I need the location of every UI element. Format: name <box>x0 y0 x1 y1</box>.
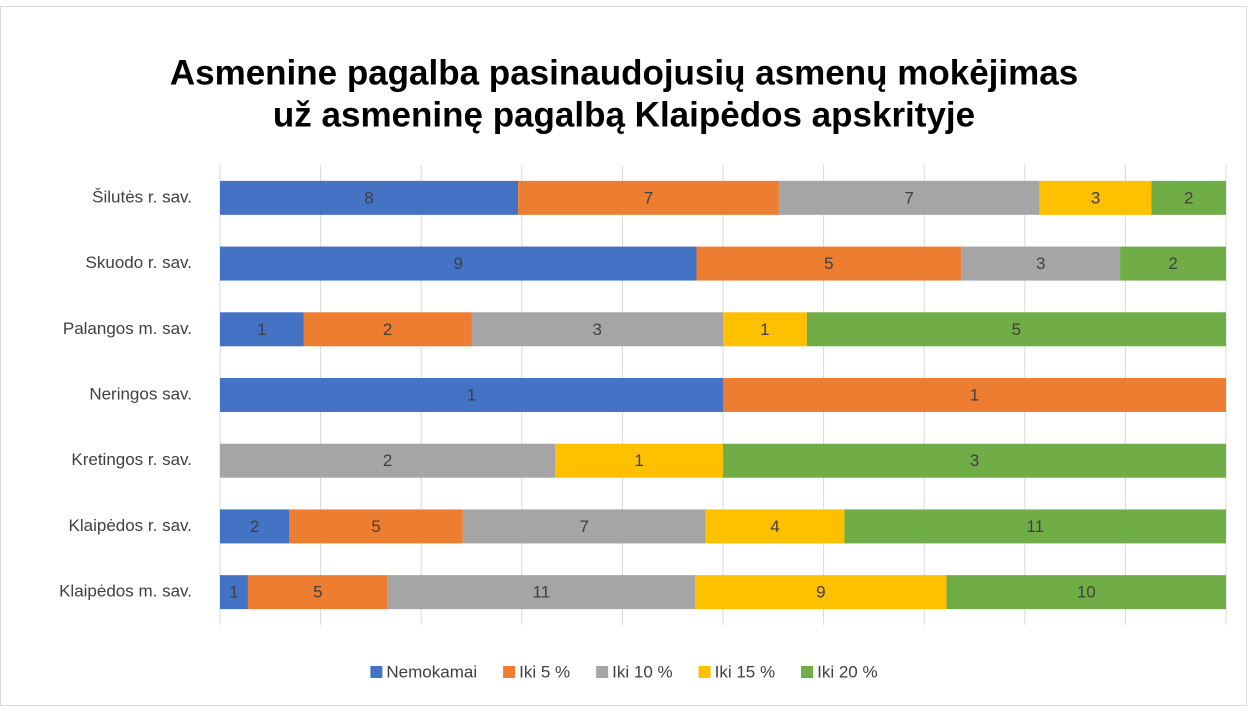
bar-segment <box>471 312 723 347</box>
bar-segment <box>220 443 556 478</box>
data-label: 5 <box>313 583 322 602</box>
data-label: 5 <box>371 517 380 536</box>
bar-segment <box>303 312 472 347</box>
data-label: 2 <box>250 517 259 536</box>
data-label: 3 <box>593 320 602 339</box>
bar-segment <box>723 378 1226 412</box>
bar-segment <box>844 509 1226 544</box>
bar-segment <box>806 312 1226 347</box>
legend-label: Iki 20 % <box>817 662 877 681</box>
data-label: 8 <box>364 188 373 207</box>
data-label: 11 <box>533 583 551 602</box>
data-label: 2 <box>1184 188 1193 207</box>
bar-segment <box>555 443 723 478</box>
bar-segment <box>1151 180 1226 215</box>
y-tick-label: Skuodo r. sav. <box>86 253 192 272</box>
data-label: 9 <box>816 583 825 602</box>
data-label: 1 <box>760 320 769 339</box>
chart-title: Asmenine pagalba pasinaudojusių asmenų m… <box>170 53 1078 92</box>
legend-swatch <box>698 666 711 678</box>
legend-label: Iki 15 % <box>715 662 775 681</box>
y-tick-label: Palangos m. sav. <box>63 319 192 338</box>
data-label: 9 <box>454 254 463 273</box>
bar-segment <box>220 509 290 544</box>
bar-segment <box>961 246 1121 281</box>
bar-segment <box>723 312 807 347</box>
legend-label: Iki 10 % <box>612 662 672 681</box>
bar-segment <box>946 575 1226 610</box>
bar-segment <box>1039 180 1152 215</box>
y-tick-label: Kretingos r. sav. <box>71 450 192 469</box>
data-label: 7 <box>644 188 653 207</box>
bar-segment <box>220 180 519 215</box>
bar-segment <box>220 378 723 412</box>
data-label: 3 <box>1036 254 1045 273</box>
legend-swatch <box>503 666 516 678</box>
data-label: 1 <box>257 320 266 339</box>
data-label: 7 <box>580 517 589 536</box>
y-tick-label: Šilutės r. sav. <box>92 187 192 206</box>
data-label: 5 <box>1012 320 1021 339</box>
bar-segment <box>247 575 388 610</box>
chart-title: už asmeninę pagalbą Klaipėdos apskrityje <box>273 95 975 134</box>
legend-swatch <box>596 666 609 678</box>
bar-segment <box>696 246 962 281</box>
bar-segment <box>518 180 779 215</box>
data-label: 3 <box>1091 188 1100 207</box>
y-tick-label: Klaipėdos r. sav. <box>69 516 192 535</box>
legend-swatch <box>801 666 814 678</box>
data-label: 1 <box>634 451 643 470</box>
data-label: 10 <box>1077 583 1096 602</box>
legend-label: Nemokamai <box>386 662 477 681</box>
data-label: 11 <box>1026 517 1044 536</box>
bar-segment <box>387 575 696 610</box>
y-tick-label: Neringos sav. <box>89 384 192 403</box>
data-label: 1 <box>970 385 979 404</box>
data-label: 1 <box>467 385 476 404</box>
bar-segment <box>289 509 463 544</box>
legend-label: Iki 5 % <box>519 662 570 681</box>
bar-segment <box>220 246 697 281</box>
bar-segment <box>220 312 304 347</box>
data-label: 5 <box>824 254 833 273</box>
data-label: 7 <box>905 188 914 207</box>
bar-segment <box>1120 246 1226 281</box>
bar-segment <box>778 180 1040 215</box>
data-label: 2 <box>1168 254 1177 273</box>
data-label: 3 <box>970 451 979 470</box>
y-tick-label: Klaipėdos m. sav. <box>59 582 192 601</box>
bar-segment <box>462 509 706 544</box>
legend-swatch <box>370 666 383 678</box>
data-label: 4 <box>770 517 779 536</box>
bar-segment <box>220 575 248 610</box>
bar-segment <box>705 509 845 544</box>
bar-segment <box>723 443 1226 478</box>
bar-segment <box>695 575 947 610</box>
data-label: 2 <box>383 451 392 470</box>
data-label: 1 <box>229 583 238 602</box>
data-label: 2 <box>383 320 392 339</box>
